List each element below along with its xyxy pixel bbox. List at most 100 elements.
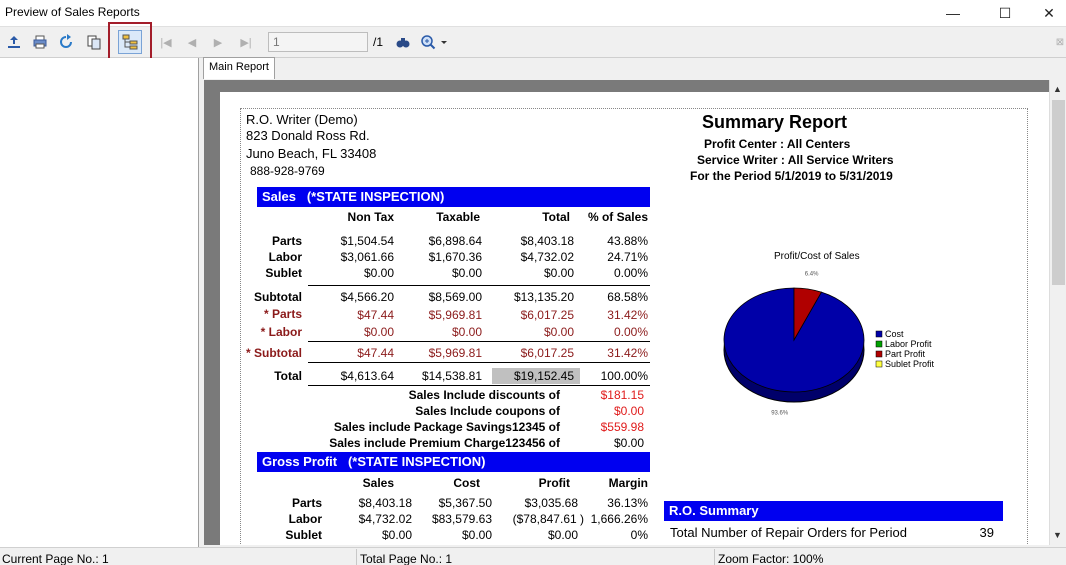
cell: $0.00 [451, 266, 482, 280]
cell: 0.00% [613, 325, 648, 339]
scroll-up-icon[interactable]: ▲ [1053, 84, 1062, 94]
ro-summary-header: R.O. Summary [664, 501, 1003, 521]
tab-strip [200, 58, 1066, 80]
zoom-icon[interactable] [418, 31, 450, 53]
copy-icon[interactable] [83, 31, 105, 53]
maximize-button[interactable]: ☐ [998, 4, 1012, 21]
service-writer: Service Writer : All Service Writers [697, 153, 894, 167]
close-tab-icon[interactable]: ⊠ [1055, 36, 1065, 48]
cell: 31.42% [607, 346, 648, 360]
cell: $0.00 [363, 325, 394, 339]
tab-main-report[interactable]: Main Report [203, 57, 275, 79]
cell: $6,017.25 [520, 346, 574, 360]
report-title: Summary Report [702, 112, 848, 132]
extra-value: $0.00 [613, 436, 644, 450]
company-address: 823 Donald Ross Rd. [246, 128, 370, 143]
cell: $4,566.20 [340, 290, 394, 304]
zoom-status: Zoom Factor: 100% [718, 552, 824, 565]
pie-data-label: 6.4% [805, 271, 819, 277]
chart-title: Profit/Cost of Sales [774, 251, 860, 262]
group-tree-panel [0, 58, 199, 547]
group-tree-icon[interactable] [118, 30, 142, 54]
gp-col-profit: Profit [538, 476, 570, 490]
cell: $4,613.64 [340, 369, 394, 383]
cell: 24.71% [607, 250, 648, 264]
col-non-tax: Non Tax [347, 210, 394, 224]
legend-swatch [875, 330, 883, 338]
cell: 43.88% [607, 234, 648, 248]
extra-label: Sales include Package Savings12345 of [333, 420, 560, 434]
row-label: Sublet [285, 528, 322, 542]
current-page-status: Current Page No.: 1 [2, 552, 109, 565]
col-total: Total [542, 210, 570, 224]
sales-header: Sales [262, 189, 296, 204]
row-label: Subtotal [254, 290, 302, 304]
first-page-icon[interactable]: |◀ [160, 36, 172, 49]
sales-subheader: (*STATE INSPECTION) [306, 189, 445, 204]
gross-profit-subheader: (*STATE INSPECTION) [347, 454, 486, 469]
cell: $0.00 [363, 266, 394, 280]
gp-col-cost: Cost [453, 476, 480, 490]
scroll-thumb[interactable] [1052, 100, 1065, 285]
extra-label: Sales include Premium Charge123456 of [329, 436, 560, 450]
row-label: Sublet [265, 266, 302, 280]
gp-col-margin: Margin [608, 476, 648, 490]
cell: $0.00 [461, 528, 492, 542]
find-icon[interactable] [392, 31, 414, 53]
title-bar: Preview of Sales Reports — ☐ ✕ [0, 0, 1066, 26]
total-page-status: Total Page No.: 1 [360, 552, 453, 565]
report-period: For the Period 5/1/2019 to 5/31/2019 [690, 169, 893, 183]
row-label: Labor [288, 512, 322, 526]
window-title: Preview of Sales Reports [5, 5, 140, 19]
refresh-icon[interactable] [55, 31, 77, 53]
prev-page-icon[interactable]: ◀ [187, 36, 197, 49]
company-phone: 888-928-9769 [250, 164, 325, 178]
print-icon[interactable] [29, 31, 51, 53]
gross-profit-header-bar: Gross Profit (*STATE INSPECTION) [257, 452, 650, 472]
close-button[interactable]: ✕ [1043, 4, 1055, 21]
cell: $6,017.25 [520, 308, 574, 322]
last-page-icon[interactable]: ▶| [240, 36, 252, 49]
cell: $5,969.81 [428, 346, 482, 360]
next-page-icon[interactable]: ▶ [213, 36, 223, 49]
legend-label: Labor Profit [885, 339, 932, 349]
cell: 31.42% [607, 308, 648, 322]
extra-value: $559.98 [600, 420, 644, 434]
cell: $0.00 [543, 266, 574, 280]
export-icon[interactable] [3, 31, 25, 53]
cell: $3,061.66 [340, 250, 394, 264]
cell: $8,403.18 [358, 496, 412, 510]
legend-swatch [875, 360, 883, 368]
col-pct-sales: % of Sales [587, 210, 648, 224]
extra-label: Sales Include coupons of [415, 404, 560, 418]
extra-value: $181.15 [600, 388, 644, 402]
legend-swatch [875, 340, 883, 348]
scroll-down-icon[interactable]: ▼ [1053, 530, 1062, 540]
cell: $5,367.50 [438, 496, 492, 510]
cell: $8,569.00 [428, 290, 482, 304]
report-viewer: R.O. Writer (Demo) 823 Donald Ross Rd. J… [204, 80, 1049, 545]
cell: $19,152.45 [513, 369, 574, 383]
extra-value: $0.00 [613, 404, 644, 418]
page-number-input[interactable]: 1 [268, 32, 368, 52]
total-rule-bottom [308, 385, 650, 386]
page-total-label: /1 [373, 35, 384, 49]
cell: $0.00 [547, 528, 578, 542]
report-page: R.O. Writer (Demo) 823 Donald Ross Rd. J… [220, 92, 1049, 545]
cell: $5,969.81 [428, 308, 482, 322]
status-bar: Current Page No.: 1 Total Page No.: 1 Zo… [0, 547, 1066, 565]
minimize-button[interactable]: — [946, 5, 960, 21]
status-separator [356, 549, 357, 565]
subtotal-rule [308, 341, 650, 342]
cell: ($78,847.61 ) [512, 512, 584, 526]
gp-col-sales: Sales [362, 476, 394, 490]
vertical-scrollbar[interactable]: ▲ ▼ [1049, 80, 1066, 545]
cell: $0.00 [451, 325, 482, 339]
cell: 0.00% [613, 266, 648, 280]
page-margin [240, 108, 1028, 545]
cell: 100.00% [600, 369, 648, 383]
cell: 68.58% [607, 290, 648, 304]
cell: $0.00 [381, 528, 412, 542]
cell: 1,666.26% [590, 512, 648, 526]
